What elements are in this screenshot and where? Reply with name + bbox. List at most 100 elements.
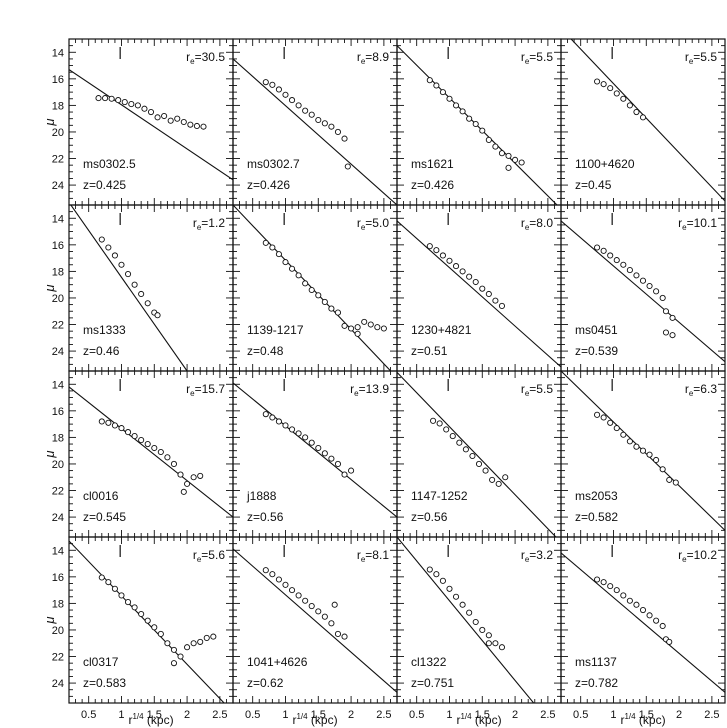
x-axis-label: r1/4 (kpc)	[292, 712, 337, 727]
y-tick-label: 16	[52, 572, 64, 584]
data-point	[472, 618, 479, 626]
cluster-name: ms0302.7	[247, 157, 300, 171]
cluster-redshift: z=0.751	[411, 676, 454, 690]
cluster-name: cl1322	[411, 655, 447, 669]
data-point	[269, 244, 276, 251]
data-point	[613, 90, 620, 97]
effective-radius-label: re=8.0	[521, 216, 553, 232]
data-point	[433, 571, 440, 578]
data-point	[485, 632, 492, 639]
data-point	[138, 437, 145, 444]
data-point	[446, 95, 453, 102]
data-point	[262, 239, 269, 246]
effective-radius-label: re=5.0	[357, 216, 389, 232]
data-point	[482, 467, 489, 474]
data-point	[433, 82, 440, 89]
data-point	[613, 587, 620, 594]
data-point	[662, 329, 670, 336]
r14-fit-line	[233, 382, 397, 518]
panel-ms2053: re=6.3 ms2053 z=0.582	[560, 370, 726, 538]
data-point	[170, 460, 178, 468]
panel-1139-1217: re=5.0 1139-1217 z=0.48	[232, 204, 398, 372]
data-point	[115, 97, 122, 104]
data-point	[275, 86, 282, 93]
data-point	[308, 603, 315, 610]
r14-fit-line	[233, 58, 397, 205]
data-point	[380, 325, 387, 332]
data-point	[607, 85, 614, 92]
data-point	[354, 324, 361, 331]
panel-ms1621: re=5.5 ms1621 z=0.426	[396, 38, 562, 206]
data-point	[302, 107, 309, 114]
r14-fit-line	[69, 69, 233, 181]
data-point	[462, 446, 469, 453]
data-point	[341, 322, 348, 329]
cluster-redshift: z=0.426	[247, 178, 290, 192]
data-point	[600, 414, 607, 421]
data-point	[594, 244, 601, 251]
data-point	[669, 332, 676, 339]
cluster-redshift: z=0.46	[83, 344, 120, 358]
data-point	[302, 434, 309, 441]
data-point	[315, 292, 322, 299]
data-point	[505, 152, 512, 159]
data-point	[512, 156, 519, 163]
data-point	[315, 444, 322, 452]
data-point	[459, 601, 466, 608]
data-point	[157, 448, 164, 456]
cluster-redshift: z=0.56	[411, 510, 448, 524]
data-point	[620, 261, 627, 268]
data-point	[128, 101, 135, 108]
data-point	[452, 593, 460, 600]
data-point	[518, 159, 525, 166]
data-point	[466, 115, 473, 122]
y-tick-label: 14	[52, 545, 64, 557]
r14-fit-line	[70, 205, 188, 371]
y-tick-label: 22	[52, 486, 64, 498]
data-point	[594, 78, 601, 85]
data-point	[446, 585, 453, 592]
data-point	[607, 583, 614, 590]
cluster-name: ms1137	[575, 655, 617, 669]
data-point	[492, 143, 499, 150]
x-tick-label: 2	[512, 709, 518, 721]
data-point	[334, 309, 342, 316]
data-point	[161, 112, 168, 120]
data-point	[315, 608, 322, 615]
data-point	[613, 257, 620, 264]
r14-fit-line	[397, 45, 558, 205]
data-point	[469, 452, 476, 460]
data-point	[505, 164, 512, 171]
y-tick-label: 14	[52, 213, 64, 225]
y-tick-label: 20	[52, 127, 64, 139]
data-point	[653, 456, 660, 464]
data-point	[269, 414, 276, 421]
data-point	[367, 321, 374, 328]
y-tick-label: 24	[52, 346, 64, 358]
data-point	[95, 95, 102, 102]
cluster-redshift: z=0.545	[83, 510, 126, 524]
cluster-name: cl0317	[83, 655, 119, 669]
cluster-redshift: z=0.782	[575, 676, 618, 690]
cluster-name: j1888	[246, 489, 277, 503]
data-point	[433, 247, 440, 254]
r14-fit-line	[233, 548, 397, 693]
data-point	[321, 120, 328, 127]
cluster-name: ms0451	[575, 323, 618, 337]
data-point	[430, 417, 437, 424]
data-point	[321, 298, 328, 305]
data-point	[452, 102, 460, 109]
data-point	[154, 312, 161, 319]
data-point	[328, 455, 335, 462]
effective-radius-label: re=5.5	[521, 382, 553, 398]
data-point	[315, 116, 322, 124]
data-point	[620, 431, 627, 438]
data-point	[449, 433, 456, 440]
cluster-name: 1147-1252	[411, 489, 468, 503]
data-point	[639, 277, 647, 284]
x-tick-label: 2.5	[212, 709, 227, 721]
data-point	[203, 634, 210, 641]
data-point	[275, 576, 282, 583]
x-tick-label: 2.5	[704, 709, 719, 721]
x-tick-label: 0.5	[245, 709, 260, 721]
